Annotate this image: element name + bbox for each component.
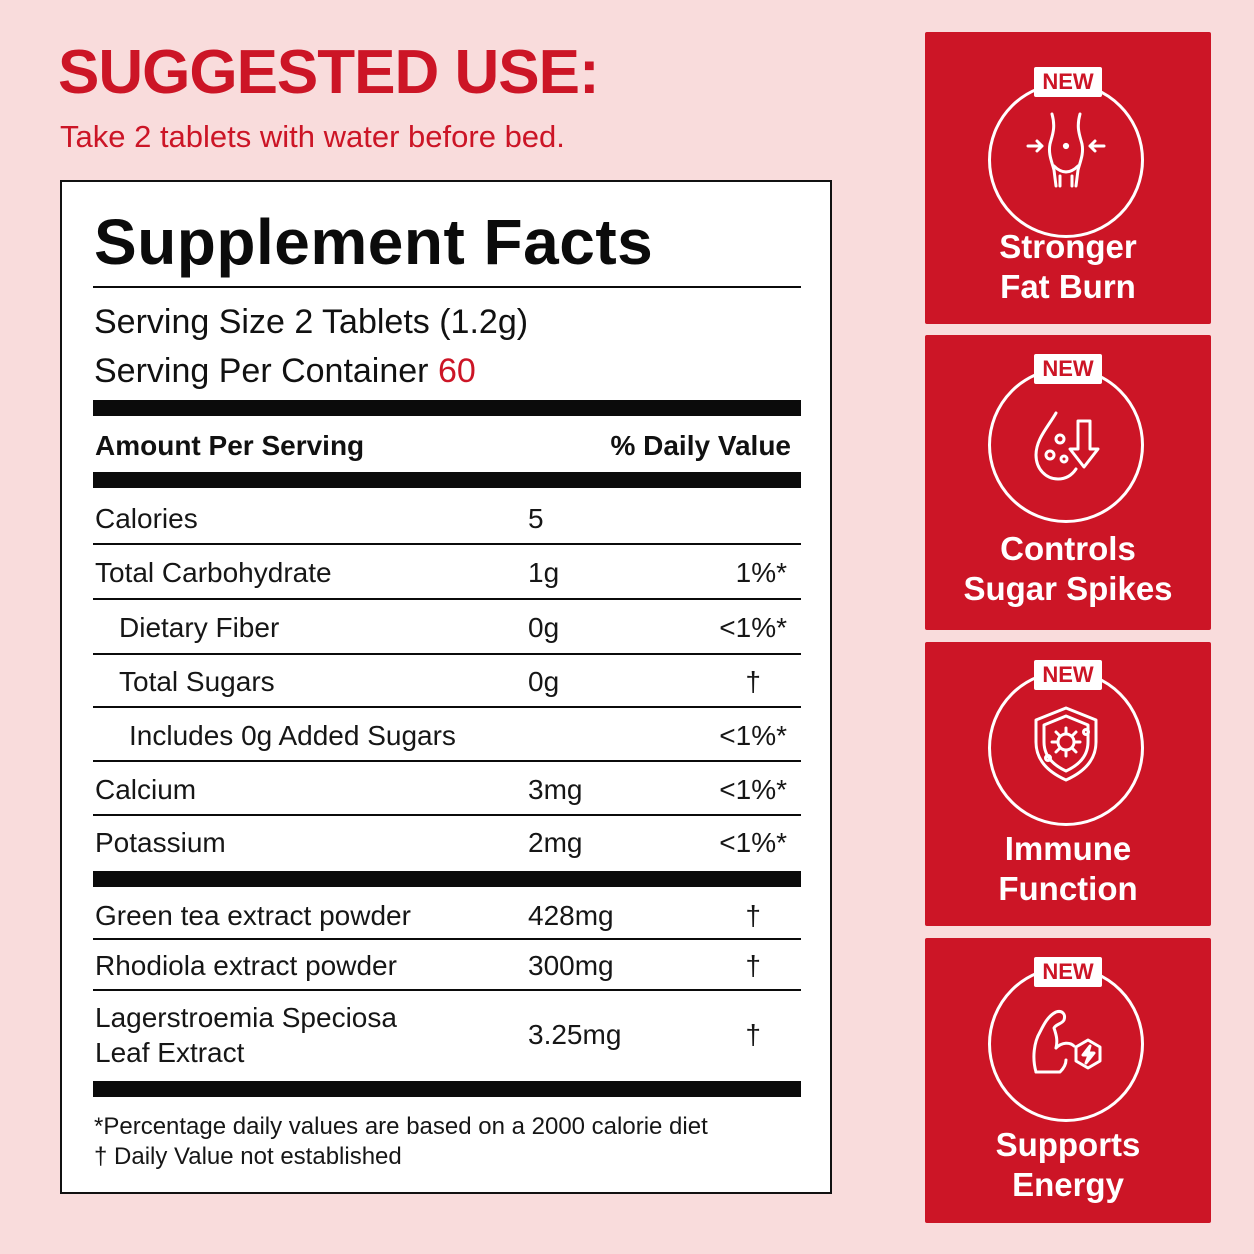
- nutrient-dv: †: [745, 666, 761, 697]
- row-divider: [93, 543, 801, 545]
- benefit-label-line2: Sugar Spikes: [963, 570, 1173, 607]
- benefit-card-fat-burn: NEW Stronger Fat Burn: [925, 32, 1211, 324]
- benefit-label: Supports Energy: [925, 1125, 1211, 1205]
- nutrient-name: Calcium: [95, 774, 197, 805]
- servings-per-container: Serving Per Container 60: [94, 351, 476, 391]
- servings-per-container-label: Serving Per Container: [94, 352, 429, 390]
- ingredient-amount: 300mg: [528, 950, 614, 981]
- nutrient-dv: <1%*: [719, 827, 787, 858]
- amount-per-serving-header: Amount Per Serving: [95, 430, 365, 461]
- benefit-card-energy: NEW Supports Energy: [925, 938, 1211, 1223]
- row-divider: [93, 706, 801, 708]
- nutrient-amount: 0g: [528, 666, 560, 697]
- nutrient-name: Potassium: [95, 827, 226, 858]
- footnote-percent-dv: *Percentage daily values are based on a …: [94, 1113, 708, 1140]
- benefit-label-line1: Stronger: [999, 228, 1137, 265]
- nutrient-dv: 1%*: [735, 557, 787, 588]
- ingredient-name-line1: Lagerstroemia Speciosa: [95, 1002, 397, 1033]
- nutrient-amount: 0g: [528, 612, 560, 643]
- nutrient-name: Total Carbohydrate: [95, 557, 332, 588]
- suggested-use-text: Take 2 tablets with water before bed.: [60, 119, 565, 154]
- immune-shield-icon: [1034, 706, 1098, 782]
- nutrient-name: Includes 0g Added Sugars: [129, 720, 456, 751]
- thick-divider: [93, 871, 801, 887]
- benefit-label: Stronger Fat Burn: [925, 227, 1211, 307]
- divider: [93, 286, 801, 288]
- benefit-label: Immune Function: [925, 829, 1211, 909]
- row-divider: [93, 760, 801, 762]
- ingredient-name: Green tea extract powder: [95, 900, 411, 931]
- servings-per-container-value: 60: [437, 352, 476, 390]
- ingredient-dv: †: [745, 900, 761, 931]
- blood-sugar-down-icon: [1034, 411, 1100, 481]
- benefit-card-sugar-spikes: NEW Controls Sugar Spikes: [925, 335, 1211, 630]
- supplement-facts-title: Supplement Facts: [94, 206, 654, 278]
- serving-size: Serving Size 2 Tablets (1.2g): [94, 303, 529, 341]
- new-badge: NEW: [1034, 354, 1102, 384]
- nutrient-amount: 3mg: [528, 774, 583, 805]
- nutrient-name: Dietary Fiber: [119, 612, 280, 643]
- benefit-label-line1: Supports: [995, 1126, 1141, 1163]
- row-divider: [93, 938, 801, 940]
- benefit-card-immune: NEW Immune Function: [925, 642, 1211, 926]
- nutrient-dv: <1%*: [719, 720, 787, 751]
- nutrient-name: Calories: [95, 503, 198, 534]
- daily-value-header: % Daily Value: [610, 430, 791, 461]
- supplement-facts-panel: Supplement Facts Serving Size 2 Tablets …: [60, 180, 832, 1194]
- row-divider: [93, 598, 801, 600]
- muscle-energy-icon: [1032, 1010, 1102, 1074]
- benefit-label-line1: Controls: [1000, 530, 1136, 567]
- row-divider: [93, 989, 801, 991]
- thick-divider: [93, 1081, 801, 1097]
- ingredient-name-line2: Leaf Extract: [95, 1037, 245, 1068]
- waist-slimming-icon: [1026, 112, 1106, 188]
- benefit-label-line2: Energy: [1012, 1166, 1124, 1203]
- ingredient-name: Rhodiola extract powder: [95, 950, 397, 981]
- ingredient-amount: 428mg: [528, 900, 614, 931]
- thick-divider: [93, 472, 801, 488]
- ingredient-amount: 3.25mg: [528, 1019, 622, 1050]
- new-badge: NEW: [1034, 660, 1102, 690]
- suggested-use-heading: SUGGESTED USE:: [58, 38, 600, 107]
- thick-divider: [93, 400, 801, 416]
- ingredient-dv: †: [745, 1019, 761, 1050]
- row-divider: [93, 814, 801, 816]
- benefit-label: Controls Sugar Spikes: [925, 529, 1211, 609]
- nutrient-dv: <1%*: [719, 612, 787, 643]
- nutrient-amount: 5: [528, 503, 544, 534]
- nutrient-name: Total Sugars: [119, 666, 275, 697]
- footnote-dv-not-established: † Daily Value not established: [94, 1143, 402, 1170]
- benefit-label-line2: Fat Burn: [1000, 268, 1136, 305]
- ingredient-dv: †: [745, 950, 761, 981]
- benefit-label-line2: Function: [998, 870, 1138, 907]
- nutrient-dv: <1%*: [719, 774, 787, 805]
- nutrient-amount: 2mg: [528, 827, 583, 858]
- benefit-label-line1: Immune: [1004, 830, 1132, 867]
- new-badge: NEW: [1034, 957, 1102, 987]
- row-divider: [93, 653, 801, 655]
- nutrient-amount: 1g: [528, 557, 560, 588]
- new-badge: NEW: [1034, 67, 1102, 97]
